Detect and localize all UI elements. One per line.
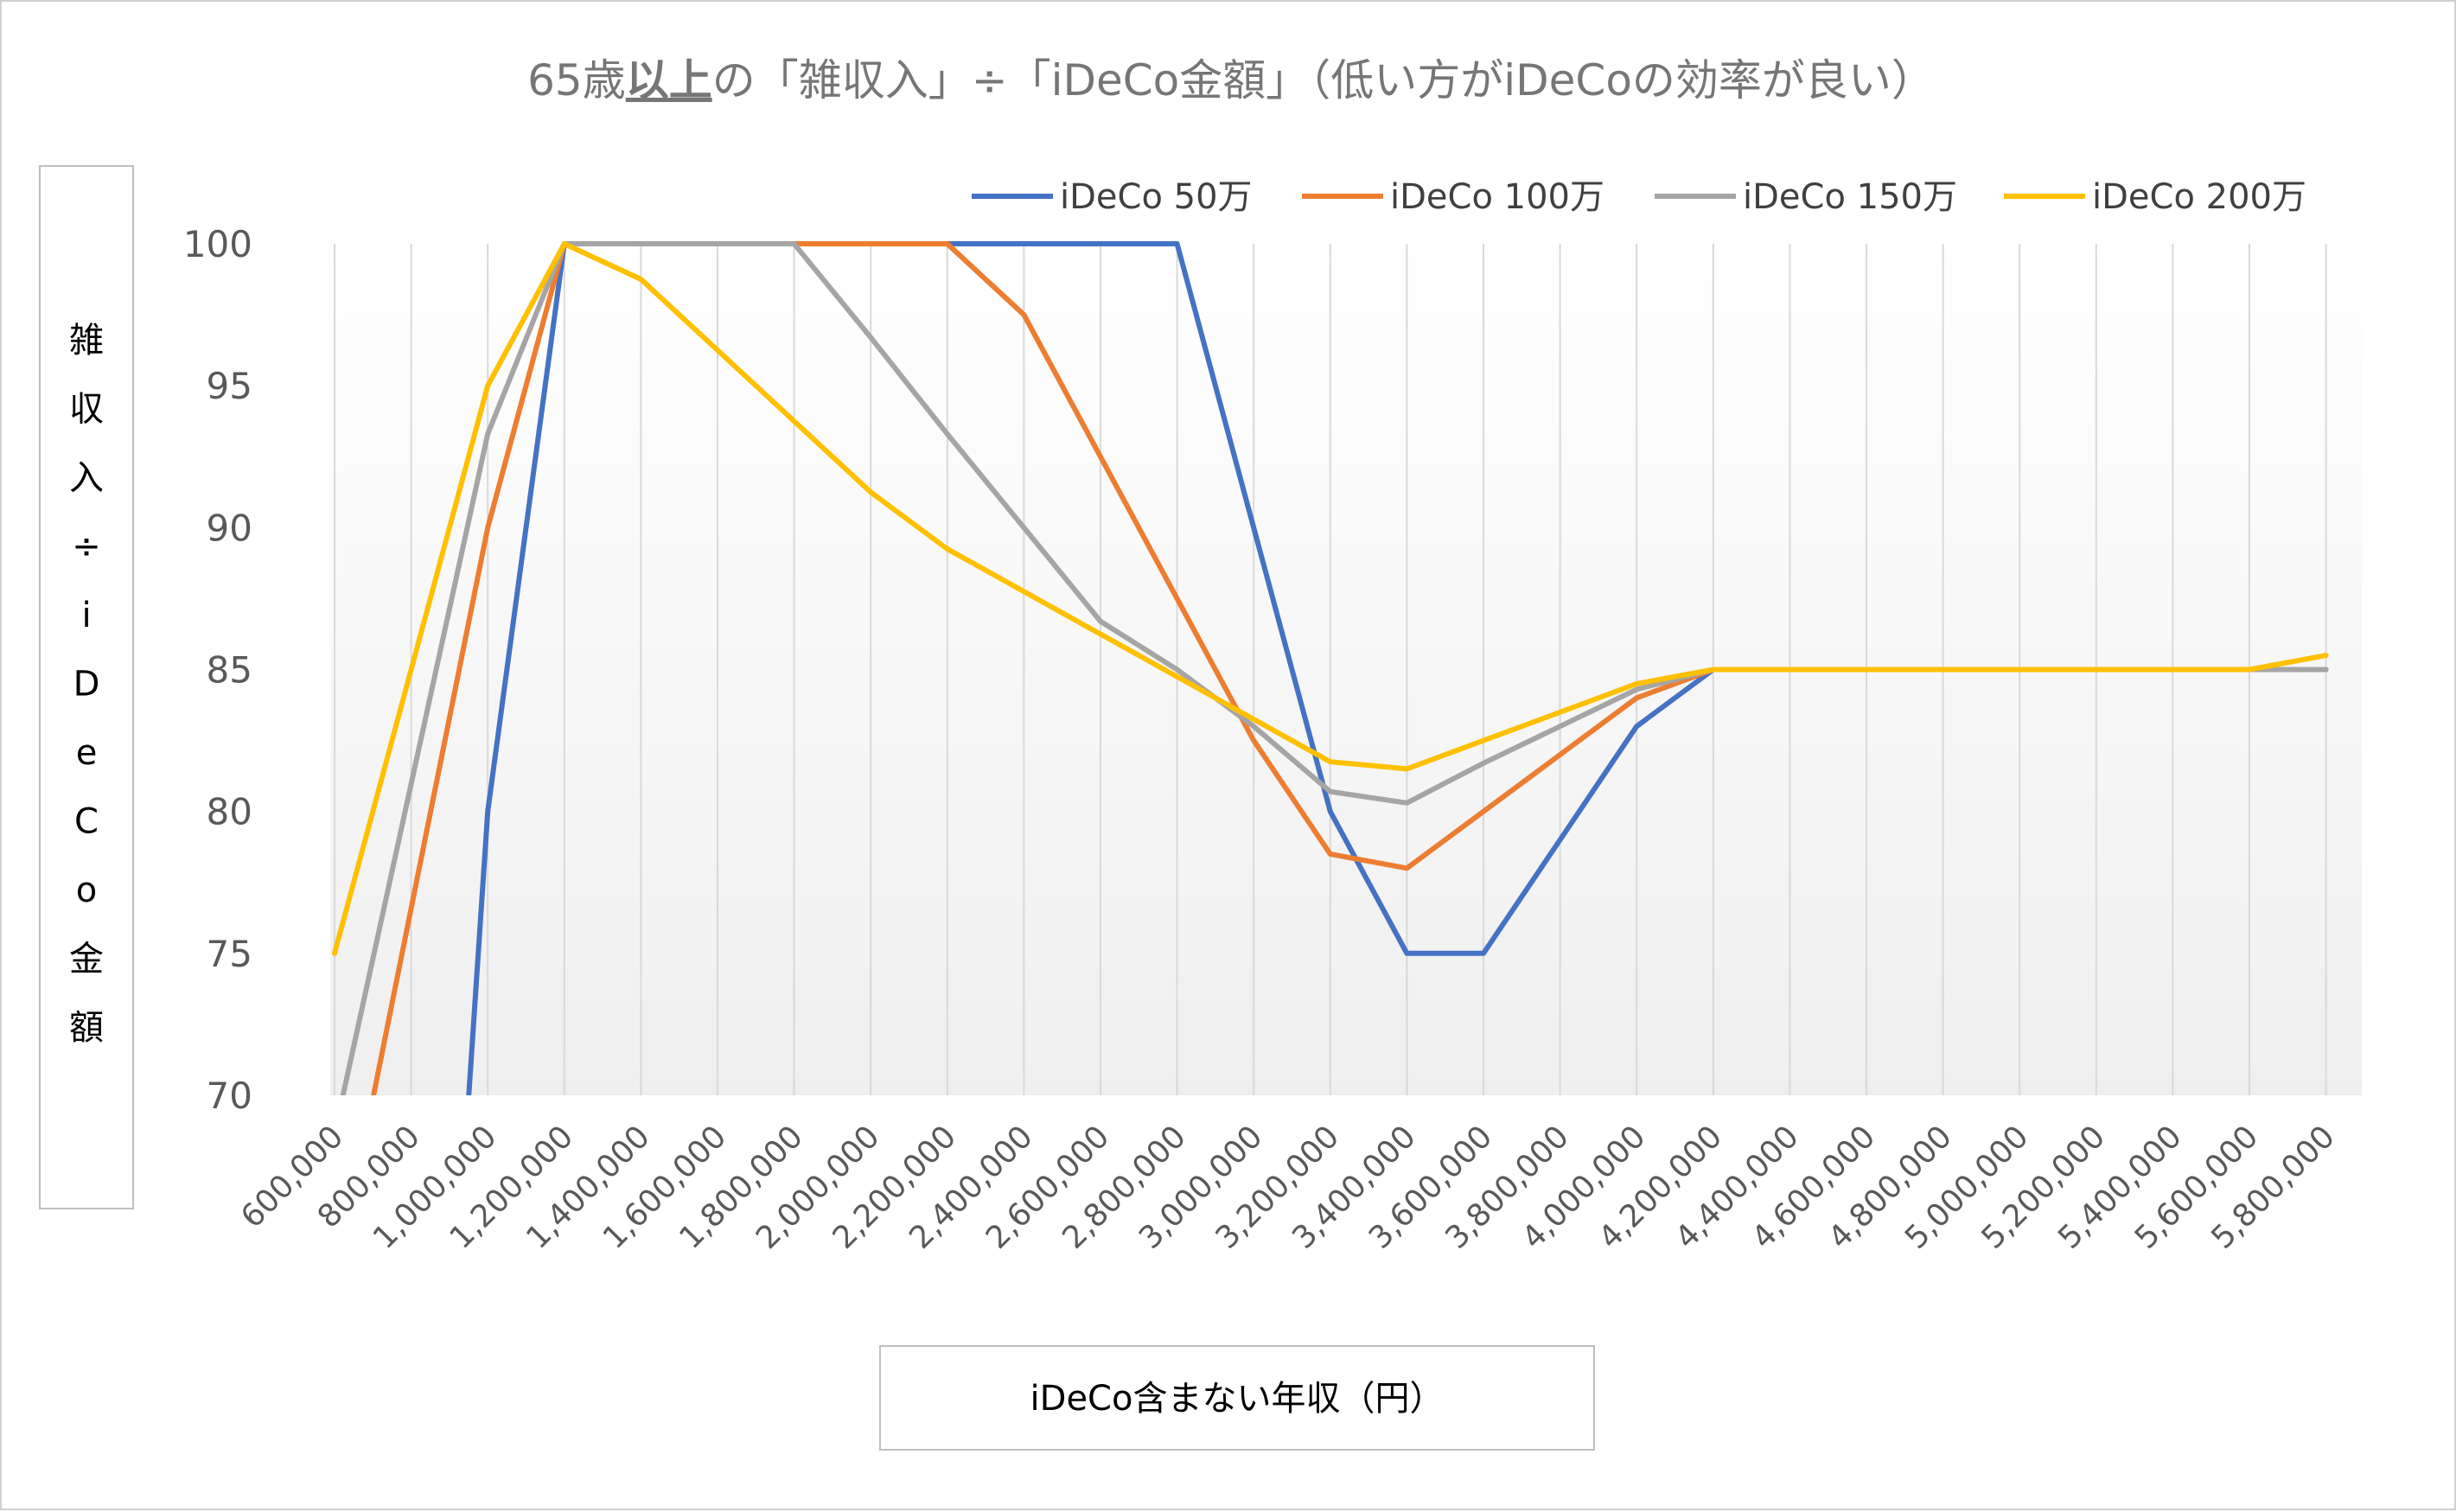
legend-item-3: iDeCo 200万: [2004, 177, 2306, 217]
y-axis-ticks: 70 75 80 85 90 95 100: [183, 223, 252, 1117]
legend-item-1: iDeCo 100万: [1302, 177, 1604, 217]
x-axis-title-frame: [879, 1345, 1595, 1451]
y-axis-title-char: 金: [69, 940, 104, 979]
y-tick-label: 95: [207, 365, 252, 407]
y-axis-title: 雑収入 ÷ iDeCo金額: [69, 321, 104, 1048]
x-axis-title-box: iDeCo含まない年収（円）: [879, 1345, 1595, 1451]
y-axis-title-char: D: [73, 665, 100, 705]
y-tick-label: 85: [207, 649, 252, 692]
x-axis-ticks: 600,000800,0001,000,0001,200,0001,400,00…: [234, 1119, 2342, 1256]
y-axis-title-char: ÷: [72, 527, 101, 567]
legend-item-0: iDeCo 50万: [972, 177, 1253, 217]
y-axis-title-char: 収: [69, 390, 104, 430]
y-axis-title-box: 雑収入 ÷ iDeCo金額: [39, 165, 134, 1209]
y-axis-title-char: 入: [69, 458, 104, 498]
y-tick-label: 90: [207, 507, 252, 549]
y-tick-label: 70: [207, 1075, 252, 1117]
y-tick-label: 80: [207, 791, 252, 833]
chart-title-prefix: 65歳: [527, 55, 626, 105]
legend: iDeCo 50万 iDeCo 100万 iDeCo 150万 iDeCo 20…: [972, 177, 2306, 217]
legend-label: iDeCo 100万: [1390, 177, 1604, 217]
y-axis-title-char: C: [74, 802, 99, 842]
chart-title: 65歳以上の「雑収入」÷「iDeCo金額」（低い方がiDeCoの効率が良い）: [527, 55, 1935, 105]
chart-title-emphasis: 以上: [626, 55, 712, 105]
legend-label: iDeCo 150万: [1743, 177, 1957, 217]
plot-area: [330, 235, 2362, 1095]
legend-item-2: iDeCo 150万: [1655, 177, 1957, 217]
chart-title-suffix: の「雑収入」÷「iDeCo金額」（低い方がiDeCoの効率が良い）: [712, 55, 1935, 105]
y-axis-title-char: i: [81, 596, 91, 635]
y-tick-label: 100: [183, 223, 252, 265]
series-line-3: [332, 241, 2329, 956]
series-lines: [332, 241, 2329, 1095]
y-axis-title-frame: [39, 165, 134, 1209]
y-axis-title-char: e: [76, 733, 98, 773]
x-axis-title: iDeCo含まない年収（円）: [1030, 1379, 1445, 1419]
y-tick-label: 75: [207, 933, 252, 975]
y-axis-title-char: o: [76, 871, 97, 910]
legend-label: iDeCo 200万: [2092, 177, 2306, 217]
y-axis-title-char: 額: [69, 1008, 104, 1048]
y-axis-title-char: 雑: [69, 321, 104, 360]
legend-label: iDeCo 50万: [1060, 177, 1253, 217]
